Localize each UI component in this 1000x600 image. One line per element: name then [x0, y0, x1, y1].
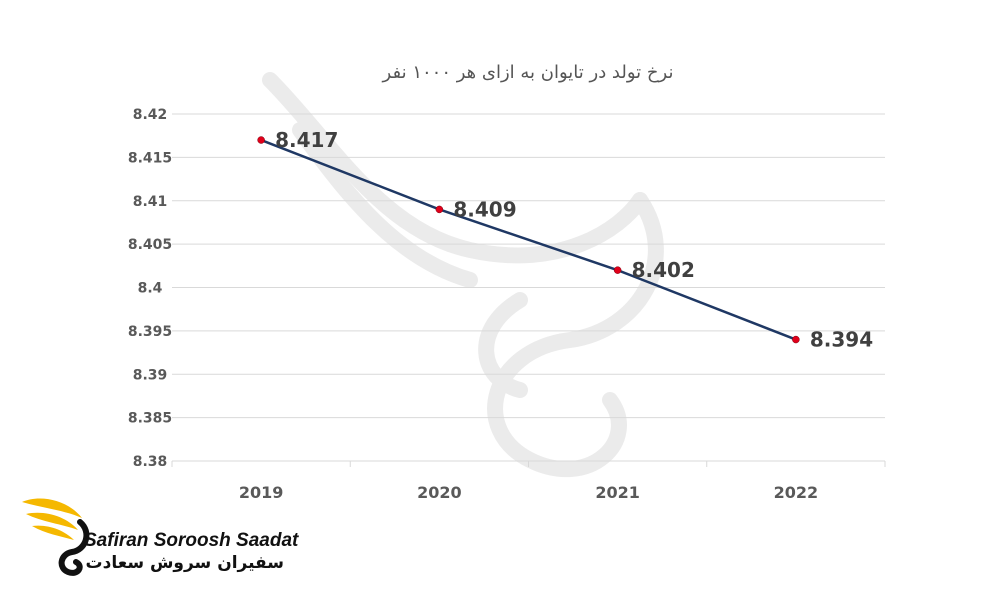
- data-point: [613, 266, 622, 274]
- y-tick-label: 8.38: [133, 454, 168, 470]
- y-tick-label: 8.41: [133, 194, 168, 210]
- series-line: [260, 138, 797, 341]
- brand-name-en: Safiran Soroosh Saadat: [84, 530, 299, 551]
- swan-wing-logo-icon: [22, 498, 90, 576]
- y-tick-label: 8.4: [138, 281, 163, 297]
- y-tick-label: 8.385: [128, 411, 172, 427]
- y-tick-label: 8.395: [128, 324, 172, 340]
- data-labels: 8.417 8.409 8.402 8.394: [275, 128, 873, 352]
- brand-name-fa: سفیران سروش سعادت: [85, 553, 284, 573]
- axes: 8.38 8.385 8.39 8.395 8.4 8.405 8.41 8.415 8.42 2…: [128, 107, 886, 502]
- y-tick-label: 8.405: [128, 237, 172, 253]
- data-label: 8.417: [275, 128, 338, 152]
- x-tick-label: 2022: [774, 483, 819, 502]
- x-tick-label: 2020: [417, 483, 462, 502]
- y-tick-label: 8.415: [128, 150, 172, 166]
- x-tick-label: 2019: [239, 483, 284, 502]
- data-label: 8.402: [632, 258, 695, 282]
- data-point: [792, 335, 800, 344]
- y-tick-label: 8.42: [133, 107, 168, 123]
- series-birth-rate: [257, 136, 800, 344]
- data-label: 8.394: [810, 328, 873, 352]
- chart-title: نرخ تولد در تایوان به ازای هر ۱۰۰۰ نفر: [382, 62, 674, 83]
- data-point: [257, 136, 265, 144]
- data-point: [435, 205, 444, 214]
- brand-block: Safiran Soroosh Saadat سفیران سروش سعادت: [20, 492, 300, 582]
- x-tick-label: 2021: [595, 483, 640, 502]
- y-tick-label: 8.39: [133, 367, 168, 383]
- gridlines: [172, 113, 885, 462]
- data-label: 8.409: [453, 197, 516, 221]
